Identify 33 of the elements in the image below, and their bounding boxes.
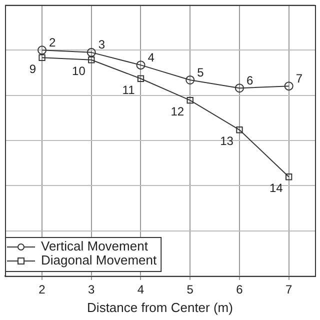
legend-label: Diagonal Movement [41,252,158,268]
point [38,46,47,55]
x-tick-label: 3 [88,282,96,297]
x-tick-label: 7 [285,282,292,297]
point [136,60,146,70]
point [186,75,195,84]
annotation: 2 [49,35,56,50]
legend-label: Vertical Movement [41,238,148,254]
annotation: 9 [29,62,36,76]
point [38,54,46,61]
x-tick-label: 4 [137,282,144,297]
point [286,174,292,180]
annotation: 10 [72,64,86,78]
point [236,126,243,134]
annotation: 3 [98,38,106,52]
x-tick-label: 2 [38,282,46,297]
annotation: 6 [246,73,254,88]
annotation: 5 [197,65,204,80]
point [137,75,144,82]
annotation: 11 [122,82,136,97]
x-axis-title: Distance from Center (m) [87,300,233,315]
annotation: 7 [296,71,303,86]
point [86,48,96,57]
point [186,96,194,104]
point [234,84,244,93]
annotation: 12 [170,104,184,119]
point [284,82,294,91]
x-tick-label: 5 [186,282,194,297]
annotation: 14 [269,181,284,196]
x-tick-label: 6 [236,282,244,297]
point [88,56,95,64]
annotation: 4 [148,50,155,64]
annotation: 13 [220,134,234,148]
